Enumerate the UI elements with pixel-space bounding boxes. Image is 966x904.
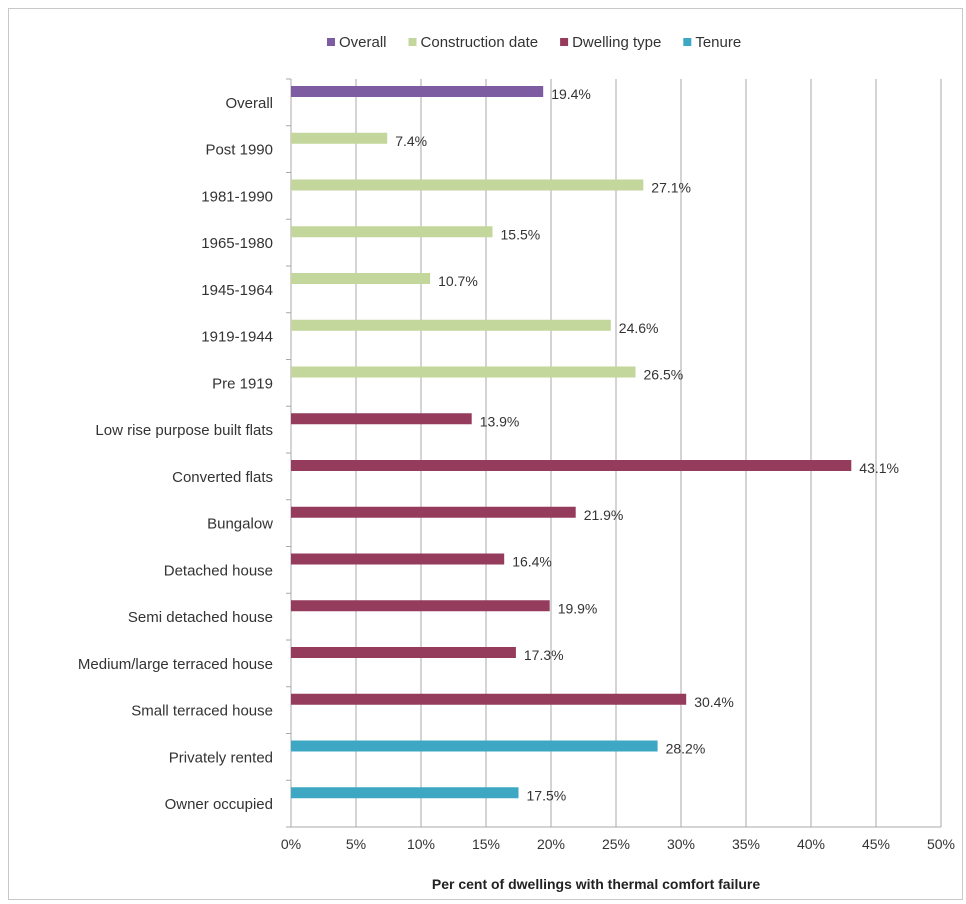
gridlines (355, 79, 942, 827)
data-label: 43.1% (859, 460, 899, 476)
category-label: Low rise purpose built flats (95, 422, 273, 439)
category-label: 1981-1990 (201, 188, 273, 205)
bar (291, 693, 687, 705)
bar (291, 506, 576, 518)
bar (291, 273, 431, 284)
x-tick-label: 5% (346, 836, 366, 852)
labels: 0% 5% 10% 15% 20% 25% 30% 35% 40% 45% 50% Overall 19… (78, 86, 955, 852)
category-label: Converted flats (172, 469, 273, 486)
x-tick-label: 20% (537, 836, 565, 852)
bar (291, 647, 516, 658)
data-label: 10.7% (438, 273, 478, 289)
bar (291, 132, 388, 144)
data-label: 27.1% (651, 180, 691, 196)
legend-swatch (327, 38, 335, 46)
x-tick-label: 30% (667, 836, 695, 852)
x-tick-label: 35% (732, 836, 760, 852)
category-label: Bungalow (207, 516, 273, 533)
category-label: Post 1990 (205, 142, 273, 159)
data-label: 7.4% (395, 133, 427, 149)
legend-label: Tenure (695, 34, 741, 51)
legend-swatch (683, 38, 692, 46)
category-label: Medium/large terraced house (78, 656, 273, 673)
data-label: 19.4% (551, 86, 591, 102)
bar (291, 179, 644, 191)
bar (291, 226, 493, 238)
category-label: Privately rented (169, 749, 273, 766)
chart-svg: Overall Construction date Dwelling type Ten… (78, 34, 955, 892)
data-label: 24.6% (619, 320, 659, 336)
category-label: Overall (225, 95, 273, 112)
bar (291, 86, 544, 97)
bar (291, 787, 519, 799)
axes (286, 78, 941, 828)
bar (291, 366, 636, 378)
category-label: Owner occupied (165, 796, 273, 813)
data-label: 16.4% (512, 554, 552, 570)
data-label: 26.5% (644, 367, 684, 383)
x-tick-label: 25% (602, 836, 630, 852)
category-label: 1945-1964 (201, 282, 273, 299)
legend-label: Construction date (421, 34, 539, 51)
data-label: 17.5% (527, 787, 567, 803)
category-label: Pre 1919 (212, 375, 273, 392)
data-label: 15.5% (501, 226, 541, 242)
bar (291, 600, 550, 612)
category-label: 1919-1944 (201, 329, 273, 346)
x-tick-label: 40% (797, 836, 825, 852)
category-label: Small terraced house (131, 703, 273, 720)
legend-swatch (408, 38, 417, 46)
bars (291, 86, 852, 799)
bar (291, 460, 852, 471)
x-tick-label: 15% (472, 836, 500, 852)
bar (291, 740, 658, 752)
data-label: 30.4% (694, 694, 734, 710)
x-tick-label: 0% (281, 836, 301, 852)
category-label: Detached house (164, 562, 273, 579)
data-label: 19.9% (558, 600, 598, 616)
bar (291, 319, 611, 331)
bar (291, 413, 472, 425)
data-label: 17.3% (524, 647, 564, 663)
legend-swatch (560, 38, 569, 46)
chart-frame: Overall Construction date Dwelling type Ten… (8, 8, 963, 900)
bar (291, 553, 505, 565)
x-tick-label: 50% (927, 836, 955, 852)
category-label: 1965-1980 (201, 235, 273, 252)
data-label: 13.9% (480, 413, 520, 429)
data-label: 21.9% (584, 507, 624, 523)
x-tick-label: 45% (862, 836, 890, 852)
x-axis-title: Per cent of dwellings with thermal comfo… (432, 876, 760, 892)
data-label: 28.2% (666, 741, 706, 757)
category-label: Semi detached house (128, 609, 273, 626)
legend: Overall Construction date Dwelling type Ten… (327, 34, 741, 51)
legend-label: Dwelling type (572, 34, 661, 51)
legend-label: Overall (339, 34, 387, 51)
x-tick-label: 10% (407, 836, 435, 852)
